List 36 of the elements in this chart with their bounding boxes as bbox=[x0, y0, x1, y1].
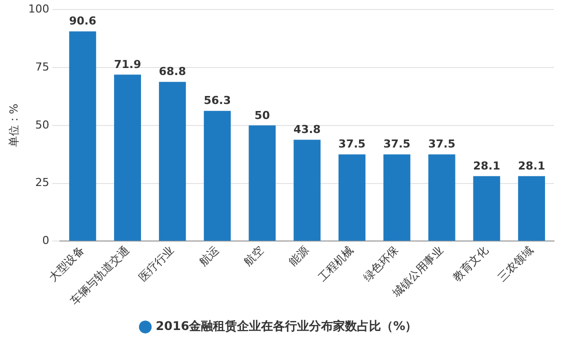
x-tick-label: 教育文化 bbox=[450, 244, 491, 284]
x-tick-label: 航运 bbox=[196, 244, 222, 269]
y-tick-label: 100 bbox=[28, 2, 50, 16]
bar bbox=[473, 176, 500, 241]
data-label: 50 bbox=[254, 108, 270, 122]
data-label: 37.5 bbox=[338, 138, 366, 151]
bar bbox=[158, 82, 186, 241]
x-tick-label: 工程机械 bbox=[316, 244, 356, 284]
x-tick-label: 能源 bbox=[286, 244, 312, 269]
bar bbox=[204, 110, 231, 241]
bar bbox=[69, 31, 96, 241]
y-axis-title: 单位：% bbox=[7, 104, 20, 148]
data-label: 37.5 bbox=[383, 138, 410, 151]
data-label: 28.1 bbox=[473, 159, 500, 172]
x-tick-label: 三农领域 bbox=[495, 244, 536, 284]
y-tick-label: 50 bbox=[35, 118, 50, 132]
data-label: 28.1 bbox=[518, 159, 546, 172]
y-tick-label: 25 bbox=[35, 176, 50, 190]
bar bbox=[518, 176, 546, 241]
bar bbox=[338, 154, 366, 241]
legend-label: 2016金融租赁企业在各行业分布家数占比（%） bbox=[156, 319, 418, 334]
bar bbox=[428, 154, 456, 241]
data-label: 68.8 bbox=[158, 65, 186, 78]
data-label: 56.3 bbox=[204, 94, 231, 108]
data-label: 43.8 bbox=[294, 123, 321, 136]
x-tick-label: 航空 bbox=[242, 244, 266, 269]
data-label: 71.9 bbox=[114, 58, 142, 72]
x-tick-label: 绿色环保 bbox=[360, 244, 402, 284]
data-label: 37.5 bbox=[428, 138, 456, 151]
bar bbox=[383, 154, 410, 241]
data-label: 90.6 bbox=[69, 14, 97, 28]
bar bbox=[294, 140, 321, 241]
bar bbox=[248, 125, 276, 241]
bar bbox=[114, 74, 141, 241]
y-tick-label: 75 bbox=[35, 60, 50, 74]
x-tick-label: 医疗行业 bbox=[136, 244, 177, 284]
